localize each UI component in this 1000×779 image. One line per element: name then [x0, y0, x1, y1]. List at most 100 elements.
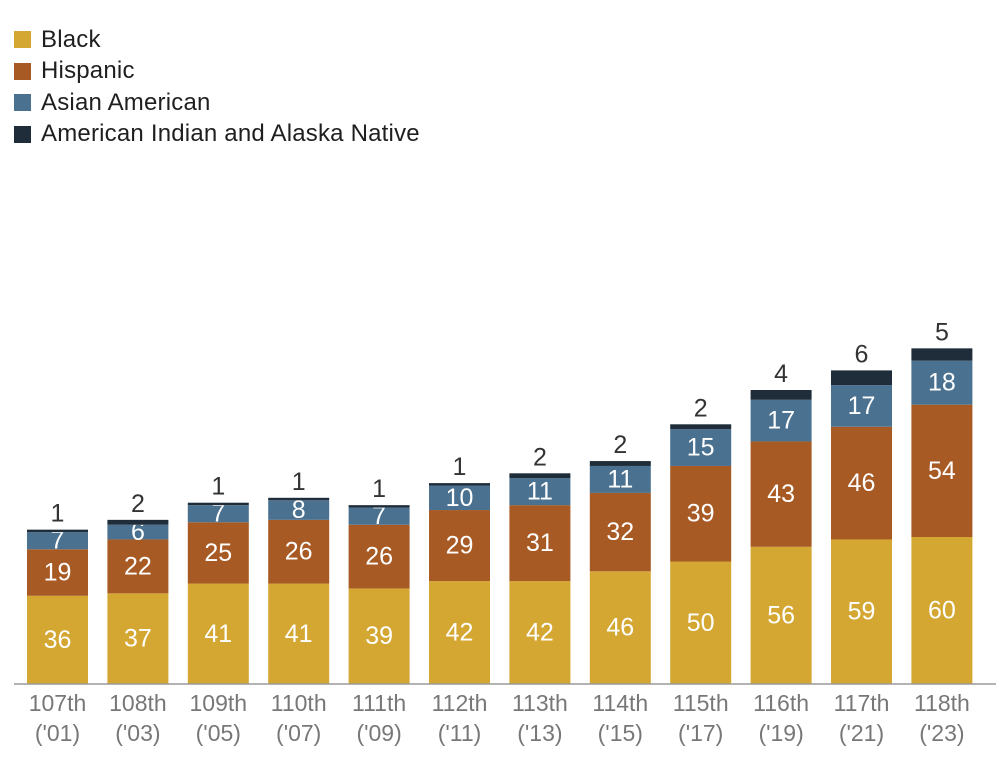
bar-segment: [589, 465, 651, 493]
bar-segment: [750, 399, 812, 442]
bar-value-label: 54: [928, 457, 956, 485]
bar-segment: [589, 461, 651, 466]
x-tick-sublabel: ('11): [438, 720, 482, 746]
bar-segment: [27, 532, 88, 550]
bar-segment: [27, 549, 88, 596]
bars-group: 3619713722624125714126813926714229101423…: [27, 318, 973, 684]
bar-segment: [107, 593, 169, 684]
bar-segment: [509, 473, 571, 479]
bar-value-label: 50: [687, 609, 715, 637]
bar-value-label: 31: [526, 529, 554, 557]
bar-segment: [348, 588, 410, 684]
bar-value-label: 39: [365, 622, 393, 650]
legend-label: American Indian and Alaska Native: [41, 120, 420, 148]
bar-value-label: 25: [204, 539, 232, 567]
legend-label: Asian American: [41, 88, 211, 116]
bar-top-value-label: 2: [533, 443, 547, 471]
bar-value-label: 26: [365, 543, 393, 571]
bar-segment: [268, 583, 330, 684]
x-tick-label: 110th: [271, 690, 327, 716]
bar-value-label: 56: [767, 601, 795, 629]
x-tick-sublabel: ('23): [919, 720, 964, 746]
bar-top-value-label: 6: [855, 340, 869, 368]
x-tick-sublabel: ('09): [356, 720, 401, 746]
x-tick-sublabel: ('05): [196, 720, 241, 746]
bar-segment: [187, 502, 249, 506]
bar-segment: [187, 522, 249, 584]
x-tick-label: 115th: [673, 690, 729, 716]
x-tick-sublabel: ('01): [35, 720, 80, 746]
x-tick-sublabel: ('07): [276, 720, 321, 746]
legend-item: American Indian and Alaska Native: [14, 119, 420, 151]
bar-value-label: 17: [767, 407, 795, 435]
bar-segment: [268, 497, 330, 501]
bar-value-label: 7: [51, 527, 65, 555]
bar-top-value-label: 1: [453, 453, 467, 481]
legend-label: Hispanic: [41, 57, 135, 85]
legend-item: Hispanic: [14, 56, 420, 88]
bar-segment: [670, 429, 732, 466]
legend-swatch: [14, 94, 31, 112]
bar-value-label: 42: [446, 619, 474, 647]
bar-segment: [589, 492, 651, 572]
bar-top-value-label: 2: [131, 490, 145, 518]
x-tick-sublabel: ('15): [598, 720, 643, 746]
bar-segment: [831, 539, 892, 684]
bar-value-label: 11: [607, 465, 633, 493]
x-tick-label: 114th: [592, 690, 648, 716]
bar-segment: [268, 500, 330, 520]
bar-value-label: 41: [204, 620, 232, 648]
bar-segment: [187, 505, 249, 523]
bar-value-label: 46: [848, 469, 876, 497]
bar-value-label: 19: [44, 559, 72, 587]
bar-segment: [429, 485, 490, 511]
x-tick-label: 107th: [29, 690, 87, 716]
bar-top-value-label: 4: [774, 360, 788, 388]
x-tick-label: 113th: [512, 690, 568, 716]
bar-value-label: 7: [211, 500, 225, 528]
bar-value-label: 41: [285, 620, 313, 648]
bar-top-value-label: 2: [613, 431, 627, 459]
bar-segment: [831, 426, 892, 540]
bar-segment: [831, 385, 892, 427]
legend-label: Black: [41, 25, 101, 53]
bar-segment: [589, 571, 651, 684]
bar-value-label: 59: [848, 598, 876, 626]
bar-segment: [911, 360, 973, 405]
bar-segment: [348, 524, 410, 589]
bar-segment: [429, 581, 490, 684]
bar-top-value-label: 1: [211, 473, 225, 501]
bar-value-label: 17: [848, 392, 876, 420]
bar-top-value-label: 2: [694, 394, 708, 422]
bar-top-value-label: 1: [51, 500, 65, 528]
legend-swatch: [14, 31, 31, 49]
bar-segment: [831, 370, 892, 386]
bar-value-label: 10: [446, 484, 474, 512]
bar-segment: [187, 583, 249, 684]
bar-segment: [429, 510, 490, 582]
bar-segment: [911, 537, 973, 684]
bar-value-label: 22: [124, 552, 152, 580]
bar-value-label: 8: [292, 496, 306, 524]
legend-item: Black: [14, 24, 420, 56]
bar-segment: [27, 595, 88, 684]
bar-value-label: 7: [372, 502, 386, 530]
bar-segment: [670, 561, 732, 684]
x-tick-label: 112th: [432, 690, 488, 716]
x-tick-label: 111th: [352, 690, 406, 716]
bar-segment: [670, 465, 732, 562]
legend-swatch: [14, 62, 31, 80]
bar-segment: [268, 519, 330, 584]
bar-segment: [107, 524, 169, 540]
bar-value-label: 36: [44, 626, 72, 654]
bar-segment: [429, 483, 490, 486]
bar-value-label: 60: [928, 597, 956, 625]
legend-swatch: [14, 125, 31, 143]
x-tick-sublabel: ('19): [758, 720, 803, 746]
bar-segment: [509, 505, 571, 582]
x-tick-label: 118th: [914, 690, 970, 716]
x-tick-sublabel: ('03): [115, 720, 160, 746]
bar-value-label: 46: [606, 614, 634, 642]
legend-item: Asian American: [14, 87, 420, 119]
